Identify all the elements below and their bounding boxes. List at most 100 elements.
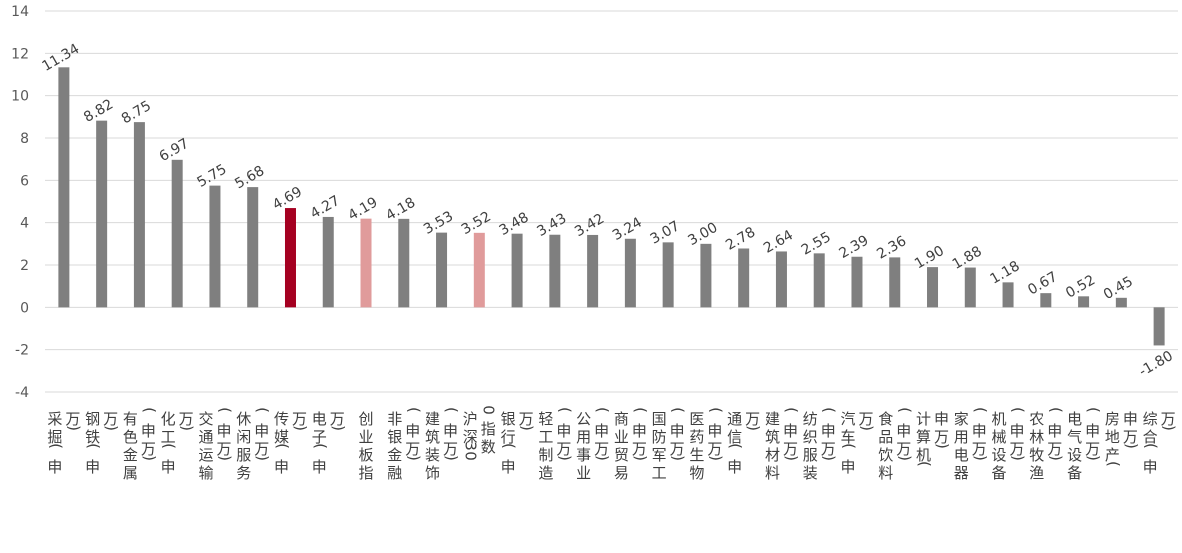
bar xyxy=(247,187,259,308)
svg-text:工: 工 xyxy=(161,428,176,446)
svg-text:纺: 纺 xyxy=(803,410,818,428)
svg-text:): ) xyxy=(291,425,309,431)
y-tick-label: 2 xyxy=(20,258,29,274)
svg-text:电: 电 xyxy=(954,446,969,464)
svg-text:合: 合 xyxy=(1143,428,1158,446)
svg-text:制: 制 xyxy=(538,446,553,464)
svg-text:(: ( xyxy=(216,407,234,413)
svg-text:设: 设 xyxy=(992,446,1007,464)
svg-text:(: ( xyxy=(631,407,649,413)
svg-text:装: 装 xyxy=(803,464,818,482)
svg-text:0: 0 xyxy=(479,405,497,415)
bar xyxy=(209,185,221,308)
bar xyxy=(398,218,410,308)
svg-text:(: ( xyxy=(85,443,103,449)
svg-text:输: 输 xyxy=(198,464,213,482)
svg-text:深: 深 xyxy=(463,428,478,446)
svg-text:气: 气 xyxy=(1067,428,1082,446)
svg-text:银: 银 xyxy=(387,428,402,446)
bar xyxy=(549,234,561,308)
svg-text:材: 材 xyxy=(765,446,780,464)
svg-text:工: 工 xyxy=(538,428,553,446)
svg-text:数: 数 xyxy=(481,438,496,456)
svg-text:): ) xyxy=(140,455,158,461)
svg-text:申: 申 xyxy=(632,422,647,440)
svg-text:机: 机 xyxy=(916,446,931,464)
category-label: 计算机(申万) xyxy=(916,410,952,467)
svg-text:(: ( xyxy=(405,407,423,413)
svg-text:(: ( xyxy=(1009,407,1027,413)
svg-text:万: 万 xyxy=(896,440,911,458)
svg-text:万: 万 xyxy=(556,440,571,458)
svg-text:子: 子 xyxy=(312,428,327,446)
svg-text:服: 服 xyxy=(803,446,818,464)
category-label: 综合(申 万) xyxy=(1142,410,1178,476)
svg-text:车: 车 xyxy=(840,428,855,446)
svg-text:电: 电 xyxy=(1067,410,1082,428)
svg-text:): ) xyxy=(594,455,612,461)
category-label: 采掘(申 万) xyxy=(47,410,83,476)
svg-text:公: 公 xyxy=(576,410,591,428)
svg-text:器: 器 xyxy=(954,464,969,482)
y-tick-label: 0 xyxy=(20,300,29,316)
svg-text:申: 申 xyxy=(1085,422,1100,440)
svg-text:化: 化 xyxy=(161,410,176,428)
svg-text:): ) xyxy=(858,425,876,431)
svg-text:): ) xyxy=(707,455,725,461)
svg-text:指: 指 xyxy=(359,464,374,482)
svg-text:药: 药 xyxy=(689,428,704,446)
svg-text:万: 万 xyxy=(1085,440,1100,458)
bar xyxy=(360,218,372,308)
svg-text:通: 通 xyxy=(198,428,213,446)
svg-text:申: 申 xyxy=(727,458,742,476)
svg-text:机: 机 xyxy=(992,410,1007,428)
svg-text:牧: 牧 xyxy=(1029,446,1044,464)
svg-text:创: 创 xyxy=(359,410,374,428)
svg-text:): ) xyxy=(1009,455,1027,461)
svg-text:(: ( xyxy=(47,443,65,449)
svg-text:务: 务 xyxy=(236,464,251,482)
bar xyxy=(284,208,296,308)
svg-text:申: 申 xyxy=(501,458,516,476)
svg-text:申: 申 xyxy=(972,422,987,440)
svg-text:(: ( xyxy=(1104,461,1122,467)
svg-text:(: ( xyxy=(1085,407,1103,413)
bar xyxy=(662,242,674,308)
bar xyxy=(889,257,901,308)
svg-text:(: ( xyxy=(594,407,612,413)
svg-text:有: 有 xyxy=(123,410,138,428)
bar xyxy=(964,267,976,308)
svg-text:传: 传 xyxy=(274,410,289,428)
svg-text:业: 业 xyxy=(614,428,629,446)
svg-text:采: 采 xyxy=(47,410,62,428)
svg-text:(: ( xyxy=(443,407,461,413)
svg-text:万: 万 xyxy=(821,440,836,458)
svg-text:万: 万 xyxy=(632,440,647,458)
svg-text:农: 农 xyxy=(1029,410,1044,428)
bar xyxy=(738,248,750,308)
svg-text:饮: 饮 xyxy=(878,446,893,464)
svg-text:建: 建 xyxy=(765,410,780,428)
category-label: 汽车(申 万) xyxy=(840,410,876,476)
svg-text:料: 料 xyxy=(878,464,893,482)
svg-text:万: 万 xyxy=(330,410,345,428)
svg-text:家: 家 xyxy=(954,410,969,428)
svg-text:运: 运 xyxy=(198,446,213,464)
svg-text:生: 生 xyxy=(689,446,704,464)
svg-text:申: 申 xyxy=(141,422,156,440)
svg-text:): ) xyxy=(556,455,574,461)
svg-text:(: ( xyxy=(820,407,838,413)
bar xyxy=(171,159,183,308)
svg-text:万: 万 xyxy=(254,440,269,458)
svg-text:(: ( xyxy=(896,407,914,413)
svg-text:易: 易 xyxy=(614,464,629,482)
svg-text:备: 备 xyxy=(992,464,1007,482)
